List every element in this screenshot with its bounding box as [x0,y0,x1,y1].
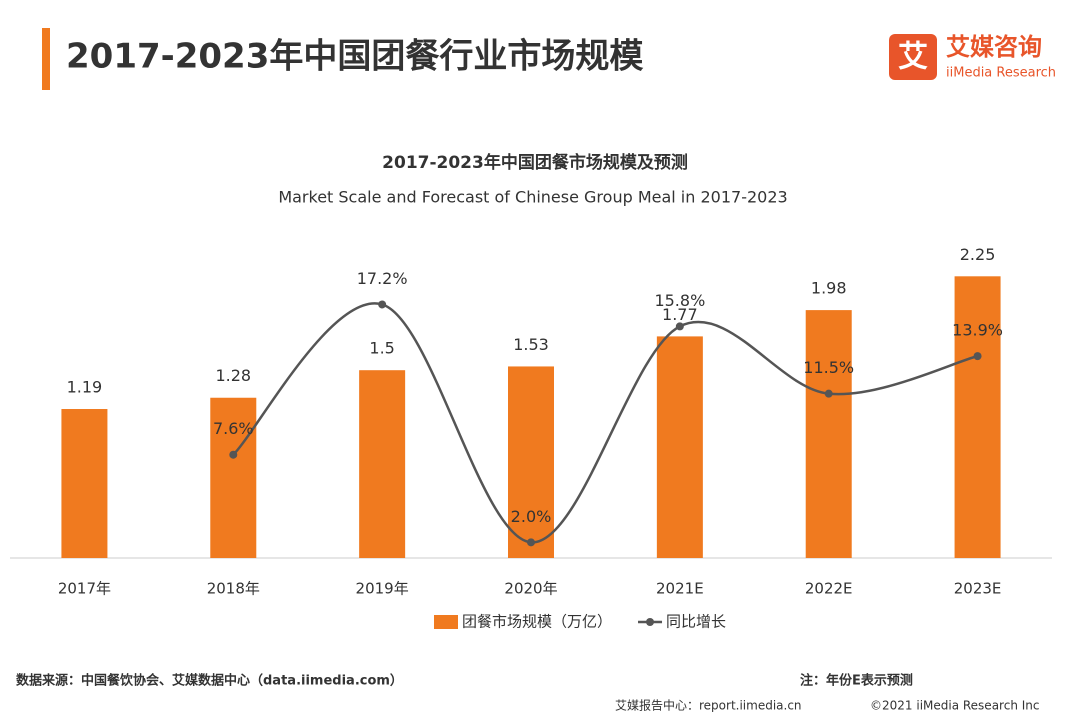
page-title: 2017-2023年中国团餐行业市场规模 [66,37,643,77]
legend-swatch [434,615,458,629]
title-accent [42,28,50,90]
legend-label: 同比增长 [666,613,726,631]
chart-title: 2017-2023年中国团餐市场规模及预测 [382,152,688,173]
bar [359,370,406,558]
bar-value-label: 1.53 [513,335,549,354]
x-tick-label: 2017年 [58,580,111,598]
bar-value-label: 1.28 [215,366,251,385]
bar-value-label: 1.98 [811,279,847,298]
logo-box [889,34,937,80]
note: 注：年份E表示预测 [800,673,913,689]
bar [210,397,257,558]
watermark: 艾媒报告中心：report.iimedia.cn [615,698,802,713]
growth-line [232,302,978,544]
x-tick-label: 2022E [805,580,853,598]
x-tick-label: 2018年 [207,580,260,598]
footer-band [0,692,1080,720]
bar-value-label: 1.77 [662,305,698,324]
bar [954,276,1001,558]
bar-value-label: 2.25 [960,245,996,264]
growth-point [229,450,238,459]
growth-point [378,300,387,309]
plot: 2017年 2018年 2019年 2020年 2021E 2022E 2023E 1.19 1… [10,245,1052,631]
legend-dot [646,618,655,626]
legend-label: 团餐市场规模（万亿） [462,613,612,631]
logo-sub: iiMedia Research [946,66,1056,81]
bar-value-label: 1.5 [369,339,394,358]
growth-label: 11.5% [803,358,854,377]
bar [805,310,852,558]
growth-point [973,352,982,361]
x-tick-label: 2021E [656,580,704,598]
growth-label: 13.9% [952,321,1003,340]
growth-point [824,389,833,398]
bar [656,336,703,558]
growth-label: 15.8% [654,291,705,310]
chart-subtitle: Market Scale and Forecast of Chinese Gro… [278,188,787,207]
growth-label: 17.2% [357,269,408,288]
growth-point [527,538,535,547]
bar [508,366,554,558]
growth-point [675,322,684,331]
growth-label: 7.6% [213,419,254,438]
bar-value-label: 1.19 [67,378,103,397]
growth-label: 2.0% [511,507,552,526]
x-tick-label: 2023E [954,580,1002,598]
logo-name: 艾媒咨询 [946,33,1042,61]
x-tick-label: 2019年 [356,580,409,598]
source: 数据来源：中国餐饮协会、艾媒数据中心（data.iimedia.com） [16,673,403,689]
x-tick-label: 2020年 [504,580,557,598]
logo-mark: 艾 [898,40,928,75]
bar [61,409,108,558]
copyright: ©2021 iiMedia Research Inc [870,699,1039,713]
